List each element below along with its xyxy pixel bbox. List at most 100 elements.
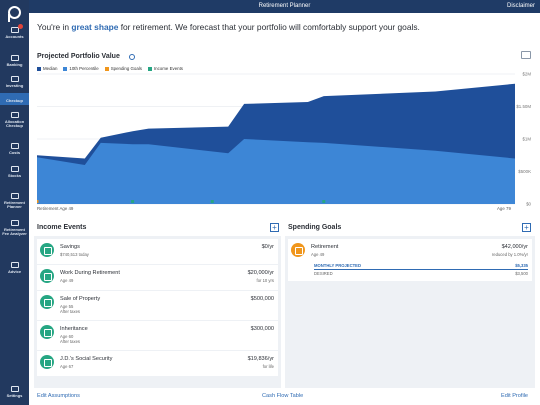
projected-portfolio-title: Projected Portfolio Value — [37, 53, 120, 60]
income-event-name: Sale of Property — [60, 296, 101, 302]
y-tick-label: $1.50M — [516, 104, 531, 109]
edit-assumptions-link[interactable]: Edit Assumptions — [37, 393, 80, 399]
add-income-button[interactable]: + — [270, 223, 279, 232]
end-age-label: Age 79 — [497, 206, 511, 211]
series-area-10th-percentile — [37, 139, 515, 204]
sidebar-item-label: Retirement Fee Analyzer — [2, 227, 27, 236]
income-event-name: J.D.'s Social Security — [60, 356, 113, 362]
sidebar-item-stocks[interactable]: Stocks — [0, 166, 29, 178]
investing-icon — [10, 76, 19, 82]
sidebar-item-checkup[interactable]: Checkup — [0, 93, 29, 105]
income-event-duration: for 10 yrs — [256, 278, 274, 283]
income-event-name: Savings — [60, 244, 80, 250]
legend-label: 10th Percentile — [69, 66, 99, 71]
stocks-icon — [10, 166, 19, 172]
sidebar-item-label: Accounts — [5, 34, 24, 39]
sidebar-item-fee-analyzer[interactable]: Retirement Fee Analyzer — [0, 220, 29, 236]
sidebar-item-label: Checkup — [6, 98, 23, 103]
sidebar-item-retirement[interactable]: Retirement Planner — [0, 193, 29, 209]
income-event-card[interactable]: J.D.'s Social Security Age 67 $19,836/yr fo… — [37, 351, 278, 376]
page-title: Retirement Planner — [258, 3, 311, 9]
spending-goal-age: Age 49 — [311, 252, 325, 257]
income-event-marker[interactable] — [131, 200, 135, 203]
sidebar-item-costs[interactable]: Costs — [0, 143, 29, 155]
spending-goals-title: Spending Goals — [288, 224, 342, 231]
sidebar-item-investing[interactable]: Investing — [0, 76, 29, 88]
income-event-card[interactable]: Work During Retirement Age 49 $20,000/yr fo… — [37, 265, 278, 290]
monthly-projected-label: MONTHLY PROJECTED — [314, 263, 362, 268]
legend-10th: 10th Percentile — [63, 66, 99, 71]
legend-income: Income Events — [147, 66, 183, 71]
advice-icon — [10, 262, 19, 268]
sidebar-item-label: Retirement Planner — [4, 200, 25, 209]
allocation-icon — [10, 112, 19, 118]
y-tick-label: $500K — [518, 169, 531, 174]
export-icon[interactable] — [521, 51, 531, 59]
desired-label: DESIRED — [314, 271, 333, 276]
sidebar-item-label: Settings — [6, 393, 23, 398]
sidebar-item-label: Costs — [8, 150, 21, 155]
income-event-card[interactable]: Savings $740,513 today $0/yr — [37, 239, 278, 264]
income-event-detail: Age 60 After taxes — [60, 334, 81, 344]
income-event-icon — [40, 243, 54, 257]
income-event-amount: $0/yr — [261, 244, 274, 250]
sidebar-item-label: Allocation Checkup — [4, 119, 25, 128]
legend-median: Median — [37, 66, 57, 71]
income-event-amount: $500,000 — [250, 296, 274, 302]
income-event-marker[interactable] — [322, 200, 326, 203]
accounts-icon — [10, 27, 19, 33]
retirement-age-label: Retirement Age 49 — [37, 206, 74, 211]
sidebar-item-advice[interactable]: Advice — [0, 262, 29, 274]
spending-goal-amount: $42,000/yr — [501, 244, 528, 250]
sidebar-item-label: Stocks — [7, 173, 22, 178]
umbrella-icon — [291, 243, 305, 257]
legend-label: Spending Goals — [110, 66, 142, 71]
income-event-detail: Age 67 — [60, 364, 74, 369]
add-spending-goal-button[interactable]: + — [522, 223, 531, 232]
info-icon[interactable] — [129, 54, 135, 60]
fee-analyzer-icon — [10, 220, 19, 226]
sidebar-item-allocation[interactable]: Allocation Checkup — [0, 112, 29, 128]
cash-flow-table-link[interactable]: Cash Flow Table — [262, 393, 304, 399]
legend-label: Median — [43, 66, 58, 71]
sidebar: Accounts Banking Investing Checkup Allocatio… — [0, 0, 29, 405]
top-bar: Retirement Planner Disclaimer — [29, 0, 540, 13]
spending-goal-marker[interactable] — [37, 200, 39, 203]
monthly-projected-value: $5,335 — [515, 263, 528, 268]
income-event-card[interactable]: Sale of Property Age 55 After taxes $500,0… — [37, 291, 278, 320]
edit-profile-link[interactable]: Edit Profile — [501, 393, 529, 399]
sidebar-item-bank[interactable]: Banking — [0, 55, 29, 67]
income-event-marker[interactable] — [210, 200, 214, 203]
sidebar-item-settings[interactable]: Settings — [0, 386, 29, 398]
income-event-icon — [40, 269, 54, 283]
headline-post: for retirement. We forecast that your po… — [118, 22, 420, 32]
y-tick-label: $1M — [522, 137, 531, 142]
spending-goals-panel: Retirement Age 49 $42,000/yr reduced by … — [285, 236, 535, 388]
income-event-detail: $740,513 today — [60, 252, 89, 257]
income-events-title: Income Events — [37, 224, 87, 231]
disclaimer-link[interactable]: Disclaimer — [506, 3, 535, 9]
app-logo[interactable] — [8, 6, 21, 22]
costs-icon — [10, 143, 19, 149]
sidebar-item-label: Advice — [7, 269, 22, 274]
spending-goal-name: Retirement — [311, 244, 339, 250]
sidebar-item-label: Investing — [5, 83, 24, 88]
income-event-detail: Age 55 After taxes — [60, 304, 81, 314]
projected-portfolio-chart[interactable]: $0 $500K $1M $1.50M $2M — [37, 72, 532, 212]
income-event-amount: $300,000 — [250, 326, 274, 332]
spending-goal-card[interactable]: Retirement Age 49 $42,000/yr reduced by … — [288, 239, 532, 281]
desired-value: $3,500 — [515, 271, 528, 276]
income-event-detail: Age 49 — [60, 278, 74, 283]
legend-swatch-income — [147, 66, 152, 71]
sidebar-item-accounts[interactable]: Accounts — [0, 24, 29, 39]
income-event-card[interactable]: Inheritance Age 60 After taxes $300,000 — [37, 321, 278, 350]
headline-pre: You're in — [37, 22, 72, 32]
income-event-amount: $20,000/yr — [247, 270, 274, 276]
legend-spending: Spending Goals — [104, 66, 142, 71]
retirement-icon — [10, 193, 19, 199]
income-event-icon — [40, 325, 54, 339]
legend-swatch-median — [37, 66, 41, 71]
spending-goal-reduction: reduced by 1.0%/yr — [491, 252, 528, 257]
notification-badge — [18, 24, 23, 29]
legend-swatch-spending — [104, 66, 109, 71]
